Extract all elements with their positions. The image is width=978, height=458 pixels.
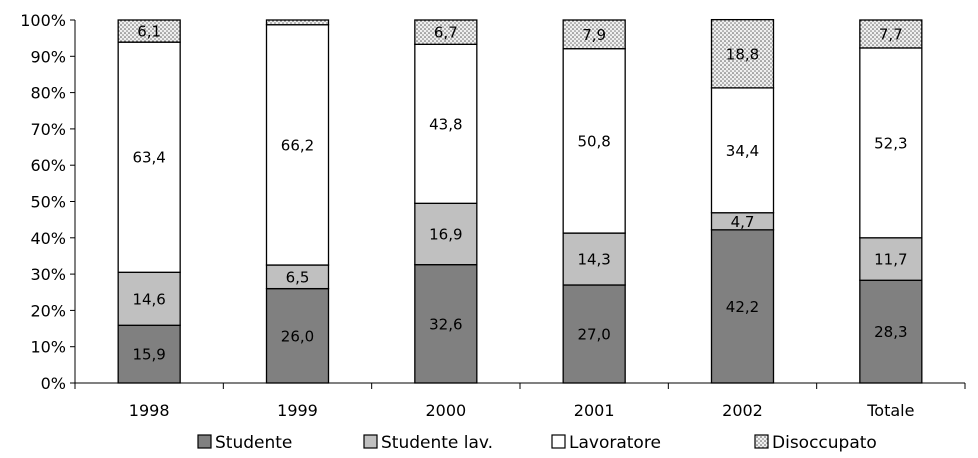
- x-tick-label: 2001: [574, 401, 615, 420]
- data-label: 42,2: [726, 298, 759, 316]
- x-tick-label: 1999: [277, 401, 318, 420]
- bar-segment-studente-1998: [117, 324, 181, 384]
- data-label: 4,7: [731, 213, 755, 231]
- y-tick-label: 60%: [30, 156, 66, 175]
- data-label: 6,1: [137, 23, 161, 41]
- data-label: 52,3: [874, 134, 907, 152]
- x-tick-label: Totale: [866, 401, 914, 420]
- bar-segment-studente-lav-totale: [859, 237, 923, 281]
- data-label: 6,7: [434, 24, 458, 42]
- data-label: 6,5: [286, 268, 310, 286]
- bar-segment-lavoratore-1998: [117, 41, 181, 273]
- legend-swatch: [551, 434, 566, 449]
- y-tick-label: 30%: [30, 265, 66, 284]
- bar-segment-disoccupato-1998: [117, 19, 181, 43]
- data-label: 7,9: [582, 26, 606, 44]
- data-label: 43,8: [429, 115, 462, 133]
- y-tick-label: 90%: [30, 47, 66, 66]
- data-label: 32,6: [429, 315, 462, 333]
- y-tick-label: 0%: [41, 374, 66, 393]
- legend-swatch: [197, 434, 212, 449]
- data-label: 26,0: [281, 327, 314, 345]
- legend-label: Studente: [215, 433, 292, 453]
- bar-segment-studente-1999: [265, 287, 330, 384]
- data-label: 66,2: [281, 136, 314, 154]
- legend-label: Disoccupato: [772, 433, 877, 453]
- y-tick-label: 40%: [30, 229, 66, 248]
- x-tick-label: 1998: [129, 401, 170, 420]
- data-label: 16,9: [429, 225, 462, 243]
- data-label: 28,3: [874, 323, 907, 341]
- data-label: 63,4: [132, 149, 165, 167]
- y-tick-label: 50%: [30, 193, 66, 212]
- data-label: 7,7: [879, 25, 903, 43]
- data-label: 27,0: [577, 325, 610, 343]
- legend-swatch: [363, 434, 378, 449]
- x-tick-label: 2000: [425, 401, 466, 420]
- legend-swatch: [754, 434, 769, 449]
- bar-segment-studente-2000: [414, 264, 478, 384]
- y-tick-label: 10%: [30, 338, 66, 357]
- data-label: 15,9: [132, 346, 165, 364]
- data-label: 14,6: [132, 290, 165, 308]
- y-tick-label: 80%: [30, 84, 66, 103]
- bar-segment-studente-lav-2001: [562, 232, 626, 286]
- bar-segment-disoccupato-totale: [859, 19, 923, 49]
- bar-segment-disoccupato-2002: [710, 18, 775, 89]
- bar-segment-studente-lav-2000: [414, 202, 478, 266]
- x-tick-label: 2002: [722, 401, 763, 420]
- legend-label: Lavoratore: [569, 433, 661, 453]
- data-label: 14,3: [577, 251, 610, 269]
- bar-segment-lavoratore-1999: [265, 24, 330, 266]
- bar-segment-disoccupato-1999: [265, 19, 330, 26]
- data-label: 11,7: [874, 251, 907, 269]
- data-label: 34,4: [726, 142, 759, 160]
- bar-segment-disoccupato-2000: [414, 19, 478, 45]
- bar-segment-disoccupato-2001: [562, 19, 626, 50]
- data-label: 50,8: [577, 132, 610, 150]
- y-tick-label: 100%: [20, 11, 66, 30]
- y-tick-label: 20%: [30, 301, 66, 320]
- bar-segment-studente-2001: [562, 284, 626, 384]
- bar-segment-lavoratore-totale: [859, 47, 923, 239]
- bar-segment-studente-lav-1998: [117, 271, 181, 326]
- y-tick-label: 70%: [30, 120, 66, 139]
- data-label: 18,8: [726, 45, 759, 63]
- legend-label: Studente lav.: [381, 433, 493, 453]
- bar-segment-studente-2002: [710, 229, 775, 384]
- bar-segment-lavoratore-2001: [562, 48, 626, 234]
